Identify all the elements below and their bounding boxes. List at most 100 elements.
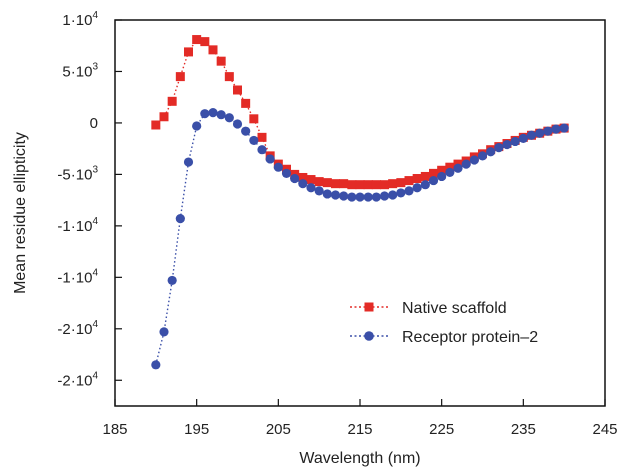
data-point-native-scaffold (388, 179, 398, 189)
series-layer (151, 35, 569, 370)
data-point-receptor-protein-2 (510, 136, 520, 147)
legend-label-native-scaffold: Native scaffold (402, 300, 507, 317)
data-point-native-scaffold (322, 178, 332, 188)
data-point-native-scaffold (412, 174, 422, 184)
y-tick-exponent: 3 (92, 61, 98, 72)
x-tick-label: 225 (429, 421, 454, 438)
y-tick-label: 5·103 (62, 61, 98, 80)
legend-entry-native-scaffold: Native scaffold (350, 300, 507, 317)
data-point-receptor-protein-2 (159, 327, 169, 337)
y-tick-mantissa: -1·10 (57, 269, 92, 286)
y-tick-mantissa: 5·10 (62, 63, 92, 80)
data-point-native-scaffold (347, 180, 357, 190)
data-point-receptor-protein-2 (200, 109, 210, 119)
x-tick-label: 215 (347, 421, 372, 438)
data-point-native-scaffold (429, 168, 438, 178)
legend-marker-native-scaffold (364, 302, 374, 312)
data-point-native-scaffold (224, 72, 234, 82)
y-tick-mantissa: -2·10 (57, 321, 92, 338)
data-point-receptor-protein-2 (192, 121, 202, 131)
data-point-native-scaffold (380, 180, 389, 190)
data-point-native-scaffold (159, 112, 169, 122)
data-point-receptor-protein-2 (339, 191, 349, 201)
y-tick-label: 1·104 (62, 10, 98, 29)
y-tick-label: -1·104 (57, 267, 98, 286)
data-point-receptor-protein-2 (306, 183, 316, 193)
plot-frame (114, 19, 606, 407)
y-tick-mantissa: 1·10 (62, 12, 92, 29)
x-tick-label: 245 (592, 421, 617, 438)
y-axis: 1·1045·1030-5·103-1·104-1·104-2·104-2·10… (57, 10, 122, 389)
y-tick-exponent: 4 (92, 319, 98, 330)
data-point-native-scaffold (437, 165, 447, 175)
data-point-receptor-protein-2 (216, 110, 226, 120)
data-point-receptor-protein-2 (477, 151, 488, 161)
y-tick-exponent: 4 (92, 370, 98, 381)
data-point-receptor-protein-2 (273, 162, 283, 172)
data-point-receptor-protein-2 (494, 143, 504, 153)
data-point-native-scaffold (445, 162, 455, 172)
legend-label-receptor-protein-2: Receptor protein–2 (402, 329, 538, 346)
data-point-native-scaffold (396, 178, 406, 188)
data-point-native-scaffold (208, 45, 218, 55)
data-point-receptor-protein-2 (428, 175, 439, 186)
y-tick-exponent: 4 (92, 10, 98, 21)
data-point-receptor-protein-2 (330, 190, 341, 200)
data-point-native-scaffold (175, 72, 185, 82)
y-tick-exponent: 4 (92, 216, 98, 227)
data-point-native-scaffold (192, 35, 202, 45)
y-tick-mantissa: 0 (90, 115, 98, 132)
y-tick-label: -2·104 (57, 370, 98, 389)
data-point-receptor-protein-2 (551, 124, 561, 134)
data-point-receptor-protein-2 (420, 180, 430, 190)
data-point-receptor-protein-2 (175, 214, 185, 224)
data-point-receptor-protein-2 (461, 159, 471, 169)
data-point-receptor-protein-2 (526, 130, 537, 140)
data-point-receptor-protein-2 (232, 119, 243, 129)
data-point-receptor-protein-2 (183, 157, 194, 167)
data-point-receptor-protein-2 (453, 163, 463, 173)
data-point-native-scaffold (355, 180, 365, 190)
data-point-receptor-protein-2 (379, 191, 390, 201)
data-point-receptor-protein-2 (249, 135, 259, 146)
data-point-native-scaffold (363, 180, 373, 190)
data-point-receptor-protein-2 (502, 139, 512, 150)
data-point-native-scaffold (371, 180, 381, 190)
data-point-receptor-protein-2 (535, 128, 545, 138)
data-point-receptor-protein-2 (543, 126, 553, 136)
data-point-native-scaffold (241, 98, 251, 108)
data-point-native-scaffold (339, 179, 349, 189)
data-point-receptor-protein-2 (486, 147, 496, 157)
data-point-native-scaffold (249, 114, 259, 124)
data-point-receptor-protein-2 (388, 190, 398, 200)
data-point-receptor-protein-2 (290, 173, 300, 184)
data-point-native-scaffold (298, 172, 308, 182)
data-point-receptor-protein-2 (437, 171, 447, 182)
data-point-receptor-protein-2 (355, 192, 365, 202)
data-point-receptor-protein-2 (518, 133, 528, 143)
legend-marker-receptor-protein-2 (364, 331, 374, 341)
y-tick-mantissa: -1·10 (57, 218, 92, 235)
data-point-receptor-protein-2 (257, 145, 267, 155)
data-point-receptor-protein-2 (281, 168, 292, 178)
series-receptor-protein-2 (151, 108, 569, 370)
y-tick-mantissa: -5·10 (57, 166, 92, 183)
y-tick-exponent: 3 (92, 164, 98, 175)
data-point-native-scaffold (331, 179, 340, 189)
y-tick-label: -2·104 (57, 319, 98, 338)
data-point-receptor-protein-2 (445, 167, 455, 177)
data-point-receptor-protein-2 (224, 113, 234, 123)
data-point-receptor-protein-2 (363, 192, 373, 202)
data-point-receptor-protein-2 (298, 179, 308, 189)
data-point-native-scaffold (314, 177, 324, 187)
data-point-receptor-protein-2 (396, 188, 406, 198)
data-point-receptor-protein-2 (404, 186, 414, 196)
data-point-native-scaffold (306, 175, 316, 185)
data-point-receptor-protein-2 (469, 155, 479, 165)
data-point-receptor-protein-2 (559, 123, 569, 133)
x-tick-label: 235 (511, 421, 536, 438)
data-point-native-scaffold (404, 176, 414, 186)
x-axis-label: Wavelength (nm) (299, 450, 420, 467)
y-tick-label: 0 (90, 115, 98, 132)
x-axis: 185 195 205 215 225 235 245 (102, 399, 618, 438)
